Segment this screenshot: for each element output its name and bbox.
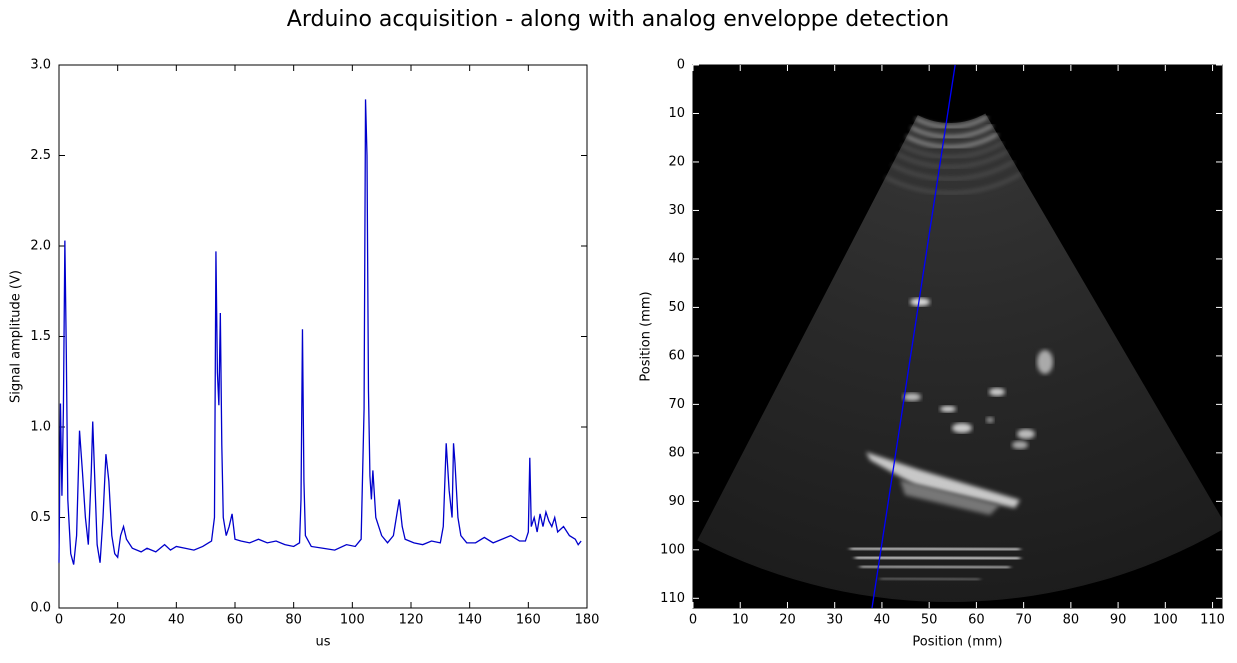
- x-tick-label: 60: [227, 613, 244, 628]
- echo-band: [879, 576, 981, 582]
- x-tick-label: 0: [689, 613, 697, 628]
- echo-band: [885, 173, 1022, 194]
- y-tick-label: 100: [660, 542, 685, 557]
- x-tick-label: 40: [168, 613, 185, 628]
- x-tick-label: 120: [399, 613, 424, 628]
- x-tick-label: 80: [1063, 613, 1080, 628]
- ultrasound-image: [693, 65, 1222, 608]
- y-tick-label: 40: [668, 251, 685, 266]
- y-tick-label: 0.0: [30, 601, 51, 616]
- echo-band: [897, 150, 1009, 168]
- x-tick-label: 80: [285, 613, 302, 628]
- x-tick-label: 40: [874, 613, 891, 628]
- y-tick-label: 2.5: [30, 148, 51, 163]
- echo: [903, 393, 921, 401]
- echo-streak: [900, 480, 1000, 515]
- echo: [1037, 350, 1053, 374]
- x-tick-label: 60: [968, 613, 985, 628]
- x-tick-label: 20: [779, 613, 796, 628]
- x-tick-label: 180: [575, 613, 600, 628]
- y-tick-label: 50: [668, 300, 685, 315]
- x-tick-label: 160: [516, 613, 541, 628]
- echo-band: [891, 160, 1015, 180]
- data-line: [58, 99, 582, 565]
- x-tick-label: 0: [55, 613, 63, 628]
- echo: [989, 388, 1005, 396]
- y-tick-label: 1.5: [30, 329, 51, 344]
- y-tick-label: 70: [668, 397, 685, 412]
- x-tick-label: 90: [1110, 613, 1127, 628]
- echo: [1012, 441, 1028, 449]
- echo-band: [859, 564, 1011, 570]
- y-tick-label: 60: [668, 348, 685, 363]
- echo-band: [915, 115, 989, 129]
- y-tick-label: 0: [677, 58, 685, 73]
- x-tick-label: 30: [826, 613, 843, 628]
- y-tick-label: 10: [668, 106, 685, 121]
- y-tick-label: 80: [668, 445, 685, 460]
- data-line: [871, 64, 956, 609]
- echo-band: [854, 555, 1021, 561]
- x-tick-label: 100: [340, 613, 365, 628]
- y-tick-label: 30: [668, 203, 685, 218]
- echo-band: [906, 132, 999, 149]
- x-tick-label: 100: [1153, 613, 1178, 628]
- plot-frame: [58, 64, 588, 609]
- echo: [910, 298, 930, 306]
- sector: [697, 113, 1222, 602]
- y-tick-label: 2.0: [30, 239, 51, 254]
- x-axis-label: Position (mm): [912, 635, 1002, 650]
- echo-band: [901, 141, 1003, 158]
- echo: [940, 406, 956, 412]
- y-tick-label: 110: [660, 591, 685, 606]
- x-tick-label: 50: [921, 613, 938, 628]
- x-tick-label: 20: [109, 613, 126, 628]
- y-axis-label: Signal amplitude (V): [9, 270, 24, 403]
- plot-frame: [692, 64, 1223, 609]
- x-axis-label: us: [315, 635, 330, 650]
- echo: [952, 423, 972, 433]
- echo-band: [849, 546, 1021, 552]
- echo: [1017, 429, 1035, 439]
- y-tick-label: 3.0: [30, 58, 51, 73]
- echo: [986, 417, 994, 423]
- y-tick-label: 1.0: [30, 420, 51, 435]
- y-tick-label: 0.5: [30, 510, 51, 525]
- echo-band: [910, 124, 994, 139]
- figure-title: Arduino acquisition - along with analog …: [287, 7, 949, 32]
- echo-streak: [866, 452, 1020, 508]
- x-tick-label: 140: [457, 613, 482, 628]
- x-tick-label: 110: [1200, 613, 1225, 628]
- y-tick-label: 20: [668, 154, 685, 169]
- x-tick-label: 10: [732, 613, 749, 628]
- x-tick-label: 70: [1015, 613, 1032, 628]
- y-axis-label: Position (mm): [639, 291, 654, 381]
- y-tick-label: 90: [668, 494, 685, 509]
